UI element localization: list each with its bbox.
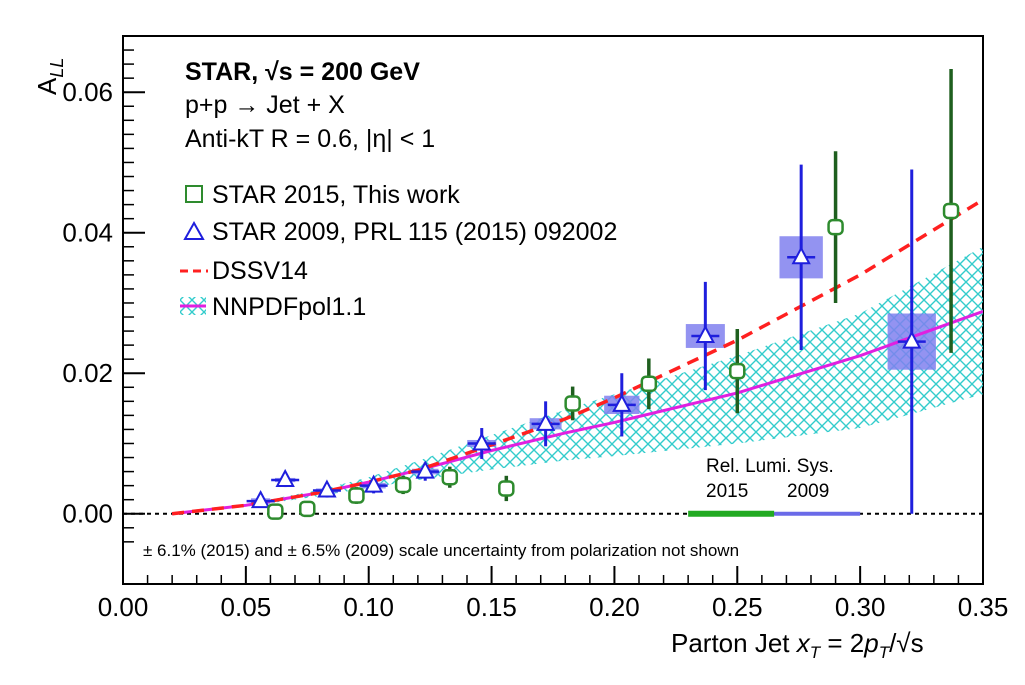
- legend-label-dssv14: DSSV14: [212, 257, 308, 285]
- star2015-point: [729, 362, 746, 380]
- rel-lumi-label-2009: 2009: [787, 481, 829, 502]
- star2015-point: [299, 500, 316, 518]
- y-tick-label: 0.04: [62, 218, 113, 248]
- star2009-point: [363, 474, 384, 493]
- y-tick-label: 0.06: [62, 77, 113, 107]
- rel-lumi-title: Rel. Lumi. Sys.: [706, 456, 834, 477]
- star2009-point: [695, 324, 716, 343]
- legend-marker-star2015: [185, 185, 203, 203]
- x-tick-label: 0.30: [835, 592, 886, 622]
- star2015-point: [441, 468, 459, 486]
- x-tick-label: 0.10: [343, 592, 394, 622]
- nnpdf-uncertainty-band: [172, 246, 983, 514]
- polarization-footnote: ± 6.1% (2015) and ± 6.5% (2009) scale un…: [143, 541, 739, 560]
- star2009-point: [902, 330, 922, 349]
- star2015-point: [827, 218, 844, 236]
- y-tick-label: 0.02: [62, 358, 113, 388]
- star2009-point: [472, 432, 492, 451]
- star2009-point: [250, 489, 271, 509]
- star2015-point: [348, 487, 365, 504]
- star2009-point: [612, 393, 632, 412]
- star2009-point: [535, 412, 556, 431]
- star2015-point: [498, 480, 515, 497]
- star2015-point: [640, 375, 658, 393]
- y-tick-label: 0.00: [62, 499, 113, 529]
- legend-label-nnpdf: NNPDFpol1.1: [212, 293, 366, 321]
- title-experiment: STAR, √s = 200 GeV: [185, 58, 420, 86]
- y-axis-title: ALL: [32, 58, 67, 95]
- star2015-point: [942, 202, 960, 220]
- star2015-point: [394, 476, 412, 494]
- star2009-point: [415, 460, 435, 479]
- legend-label-star2015: STAR 2015, This work: [212, 181, 460, 209]
- x-tick-label: 0.00: [98, 592, 149, 622]
- x-tick-label: 0.25: [712, 592, 763, 622]
- legend-label-star2009: STAR 2009, PRL 115 (2015) 092002: [212, 218, 617, 246]
- star2009-point: [791, 246, 811, 265]
- rel-lumi-label-2015: 2015: [706, 481, 748, 502]
- data-layer: [123, 69, 983, 520]
- x-tick-label: 0.15: [466, 592, 517, 622]
- legend-marker-star2009: [183, 220, 205, 240]
- axis-layer: 0.00 0.05 0.10 0.15 0.20 0.25 0.30 0.35 0.00 0.02…: [62, 35, 1009, 622]
- title-jet-algorithm: Anti-kT R = 0.6, |η| < 1: [185, 125, 435, 153]
- x-tick-label: 0.20: [589, 592, 640, 622]
- dssv14-line: [171, 198, 983, 516]
- star2009-point: [317, 479, 337, 498]
- legend: STAR 2015, This work STAR 2009, PRL 115 …: [180, 181, 617, 321]
- x-tick-label: 0.35: [958, 592, 1009, 622]
- title-process: p+p → Jet + X: [185, 91, 345, 119]
- star2015-point: [564, 395, 581, 412]
- star2009-point: [275, 468, 295, 488]
- x-axis-title: Parton Jet xT = 2pT/√s: [671, 628, 924, 662]
- star2015-point: [267, 503, 284, 520]
- x-tick-label: 0.05: [221, 592, 272, 622]
